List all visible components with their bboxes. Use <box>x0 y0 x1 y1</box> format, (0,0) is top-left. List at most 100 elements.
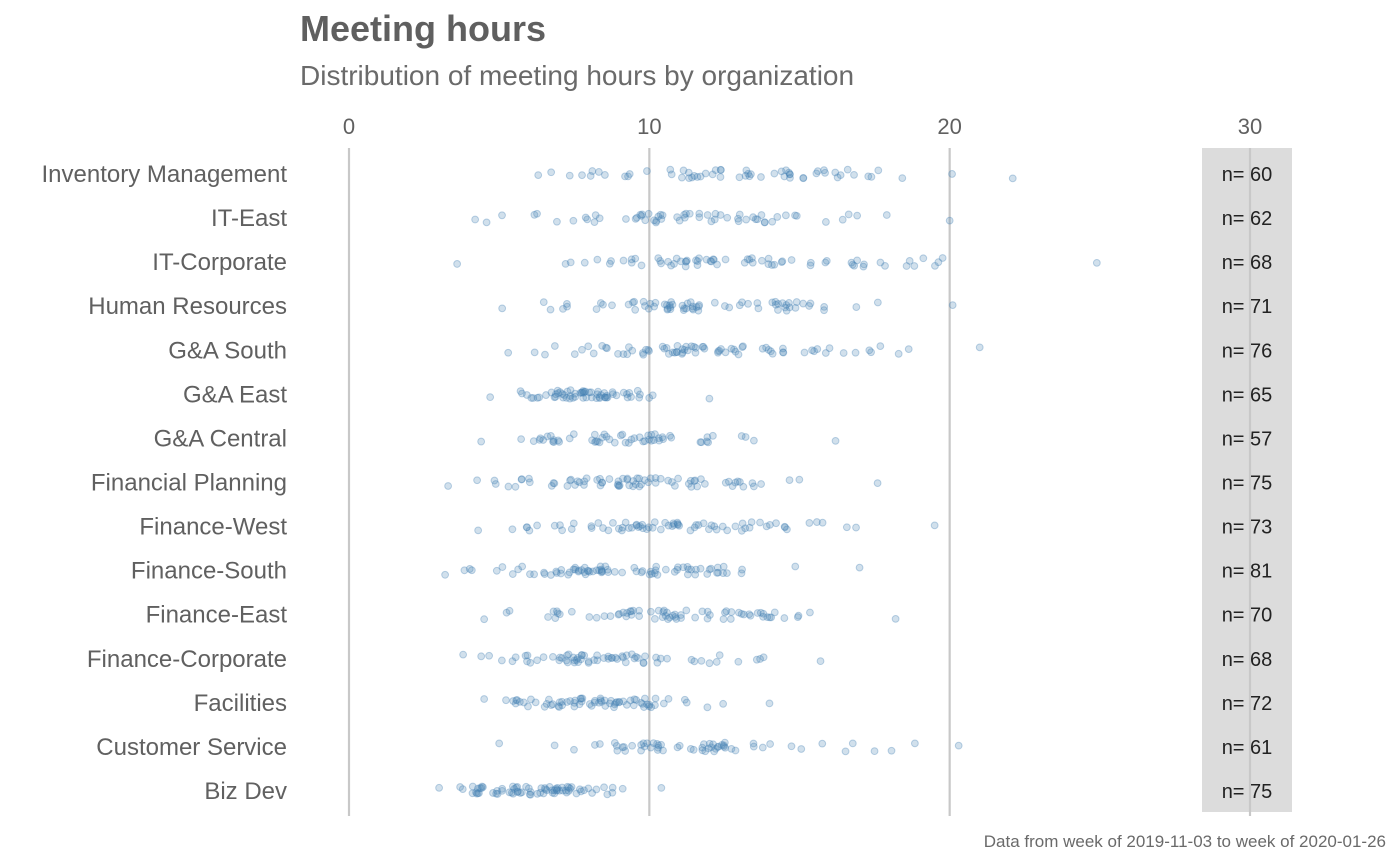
data-point <box>690 172 699 180</box>
data-point <box>605 699 614 708</box>
data-point <box>562 393 571 402</box>
data-point <box>768 349 777 358</box>
data-point <box>630 434 639 443</box>
data-point <box>563 698 571 706</box>
data-point <box>785 299 793 307</box>
data-point <box>672 615 681 623</box>
data-point <box>627 435 636 444</box>
data-point <box>604 652 613 661</box>
data-point <box>697 475 705 484</box>
data-point <box>527 695 535 704</box>
data-point <box>666 305 675 314</box>
data-point <box>735 173 744 182</box>
data-point <box>640 694 649 703</box>
data-point <box>505 788 514 797</box>
data-point <box>601 702 610 710</box>
data-point <box>716 165 725 174</box>
data-point <box>553 607 561 616</box>
data-point <box>477 652 486 661</box>
data-point <box>641 216 650 225</box>
data-point <box>627 610 636 619</box>
data-point <box>498 786 506 795</box>
data-point <box>658 433 667 442</box>
data-point <box>623 475 632 484</box>
data-point <box>771 297 780 306</box>
data-point <box>764 346 773 354</box>
data-point <box>673 341 682 350</box>
data-point <box>671 610 679 619</box>
data-point <box>805 519 814 527</box>
data-point <box>654 254 663 262</box>
data-point <box>741 433 750 441</box>
y-category-label: Finance-Corporate <box>87 646 287 673</box>
data-point <box>636 522 644 531</box>
data-point <box>664 694 673 703</box>
data-point <box>873 479 882 488</box>
data-point <box>777 258 786 267</box>
data-point <box>720 302 729 310</box>
data-point <box>646 299 655 308</box>
data-point <box>663 608 671 617</box>
data-point <box>547 481 556 490</box>
data-point <box>711 744 720 753</box>
data-point <box>512 783 521 792</box>
data-point <box>599 524 607 532</box>
data-point <box>632 567 641 576</box>
data-point <box>608 301 616 310</box>
data-point <box>782 301 791 309</box>
data-point <box>619 608 628 617</box>
data-point <box>552 784 561 793</box>
data-point <box>580 258 589 267</box>
data-point <box>498 304 507 313</box>
data-point <box>712 658 721 666</box>
data-point <box>710 298 719 307</box>
data-point <box>477 437 486 446</box>
data-point <box>738 298 746 307</box>
data-point <box>756 608 765 617</box>
data-point <box>767 613 776 622</box>
data-point <box>786 174 794 182</box>
data-point <box>630 654 639 663</box>
data-point <box>682 209 690 218</box>
data-point <box>938 254 947 262</box>
data-point <box>555 698 564 707</box>
data-point <box>523 651 532 660</box>
data-point <box>748 254 756 263</box>
data-point <box>710 747 719 756</box>
data-point <box>632 213 641 222</box>
data-point <box>509 789 518 798</box>
data-point <box>617 526 626 535</box>
data-point <box>779 348 788 357</box>
data-point <box>792 298 801 306</box>
data-point <box>689 305 698 314</box>
data-point <box>820 306 828 315</box>
data-point <box>674 563 682 572</box>
data-point <box>558 526 567 535</box>
data-point <box>651 474 660 482</box>
data-point <box>510 785 519 793</box>
data-point <box>841 747 850 756</box>
data-point <box>851 348 860 357</box>
data-point <box>543 432 552 441</box>
data-point <box>525 478 534 487</box>
data-point <box>852 303 861 311</box>
data-point <box>639 297 648 306</box>
data-point <box>590 218 599 227</box>
data-point <box>623 390 631 398</box>
data-point <box>650 302 659 311</box>
data-point <box>602 432 611 441</box>
data-point <box>708 431 717 440</box>
data-point <box>595 438 604 447</box>
data-point <box>679 166 688 175</box>
data-point <box>727 608 736 616</box>
chart-caption: Data from week of 2019-11-03 to week of … <box>983 832 1386 851</box>
data-point <box>687 655 696 664</box>
data-point <box>667 433 676 442</box>
data-point <box>714 347 723 356</box>
data-point <box>555 610 564 619</box>
y-category-label: Customer Service <box>96 734 287 761</box>
data-point <box>688 173 696 182</box>
data-point <box>526 790 535 799</box>
data-point <box>682 304 690 313</box>
data-point <box>584 784 593 793</box>
